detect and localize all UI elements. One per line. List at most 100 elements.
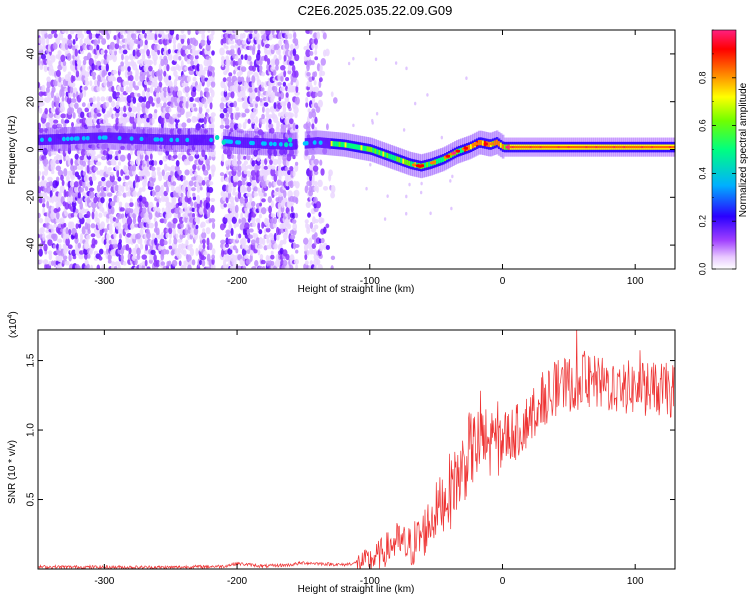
- noise-cell: [232, 186, 236, 193]
- noise-cell: [282, 81, 287, 87]
- noise-cell: [58, 60, 62, 67]
- noise-cell: [316, 31, 321, 40]
- noise-cell: [156, 96, 161, 104]
- trace-band: [165, 134, 168, 146]
- trace-band: [143, 133, 147, 145]
- noise-cell: [48, 261, 52, 266]
- noise-cell: [211, 50, 215, 56]
- noise-cell: [200, 39, 206, 47]
- noise-cell: [177, 169, 182, 175]
- noise-cell: [191, 207, 196, 212]
- noise-cell: [284, 39, 289, 45]
- noise-cell: [405, 211, 408, 216]
- noise-cell: [185, 91, 189, 98]
- noise-cell: [180, 30, 185, 34]
- noise-cell: [283, 70, 287, 78]
- noise-cell: [239, 196, 245, 204]
- noise-cell: [149, 153, 153, 161]
- noise-cell: [153, 160, 158, 166]
- trace-core: [366, 146, 370, 152]
- noise-cell: [227, 105, 233, 114]
- noise-cell: [314, 116, 318, 124]
- noise-cell: [100, 196, 105, 204]
- noise-cell: [136, 30, 141, 34]
- trace-core: [402, 158, 405, 164]
- noise-cell: [156, 201, 160, 208]
- noise-cell: [98, 248, 104, 255]
- noise-cell: [139, 39, 144, 47]
- noise-cell: [234, 64, 239, 72]
- trace-peak: [473, 142, 479, 146]
- noise-cell: [195, 247, 199, 257]
- noise-cell: [287, 211, 291, 220]
- noise-cell: [112, 90, 117, 100]
- noise-cell: [210, 122, 215, 130]
- noise-cell: [265, 227, 271, 233]
- noise-cell: [250, 169, 257, 177]
- trace-band: [247, 137, 250, 149]
- noise-cell: [163, 240, 168, 246]
- noise-cell: [251, 74, 256, 84]
- noise-cell: [149, 149, 153, 154]
- trace-peak: [631, 146, 634, 149]
- noise-cell: [287, 101, 291, 109]
- trace-peak: [455, 149, 461, 153]
- noise-cell: [188, 155, 194, 162]
- colorbar: 0.00.20.40.60.8 Normalized spectral ampl…: [697, 29, 749, 275]
- noise-cell: [74, 153, 79, 160]
- noise-cell: [203, 123, 207, 128]
- noise-cell: [129, 115, 135, 124]
- noise-cell: [172, 203, 177, 208]
- noise-cell: [55, 37, 61, 45]
- noise-cell: [294, 91, 300, 96]
- noise-cell: [210, 164, 216, 173]
- noise-cell: [251, 118, 256, 124]
- noise-cell: [153, 254, 157, 262]
- trace-peak: [431, 160, 437, 164]
- noise-cell: [177, 238, 183, 243]
- noise-cell: [129, 208, 134, 214]
- snr-series-line: [38, 330, 675, 569]
- colorbar-gradient: [711, 29, 737, 270]
- noise-cell: [60, 113, 66, 119]
- trace-band: [137, 133, 141, 145]
- noise-cell: [272, 158, 278, 166]
- trace-core: [358, 144, 362, 151]
- noise-cell: [254, 124, 258, 130]
- noise-cell: [277, 48, 281, 56]
- noise-cell: [101, 176, 106, 182]
- noise-cell: [206, 253, 211, 262]
- noise-cell: [112, 239, 118, 245]
- noise-cell: [186, 254, 192, 263]
- noise-cell: [160, 184, 165, 193]
- noise-cell: [247, 118, 251, 124]
- trace-peak: [635, 146, 638, 149]
- noise-cell: [225, 55, 230, 61]
- noise-cell: [194, 171, 198, 177]
- noise-cell: [77, 143, 81, 149]
- noise-cell: [289, 148, 295, 157]
- trace-peak: [81, 136, 86, 141]
- noise-cell: [155, 91, 160, 98]
- noise-cell: [316, 63, 321, 72]
- noise-cell: [201, 259, 206, 267]
- noise-cell: [191, 259, 196, 266]
- noise-cell: [105, 180, 112, 188]
- noise-cell: [77, 265, 81, 269]
- noise-cell: [202, 30, 206, 34]
- noise-cell: [51, 69, 55, 77]
- noise-cell: [172, 37, 177, 45]
- noise-cell: [146, 117, 151, 123]
- noise-cell: [105, 122, 112, 129]
- trace-band: [147, 133, 151, 145]
- noise-cell: [80, 164, 84, 171]
- noise-cell: [137, 93, 141, 98]
- noise-cell: [269, 127, 275, 134]
- noise-cell: [109, 107, 113, 113]
- noise-cell: [270, 168, 276, 177]
- noise-cell: [70, 164, 75, 172]
- noise-cell: [178, 260, 182, 267]
- noise-cell: [108, 153, 113, 160]
- noise-cell: [248, 228, 254, 233]
- noise-cell: [144, 201, 149, 208]
